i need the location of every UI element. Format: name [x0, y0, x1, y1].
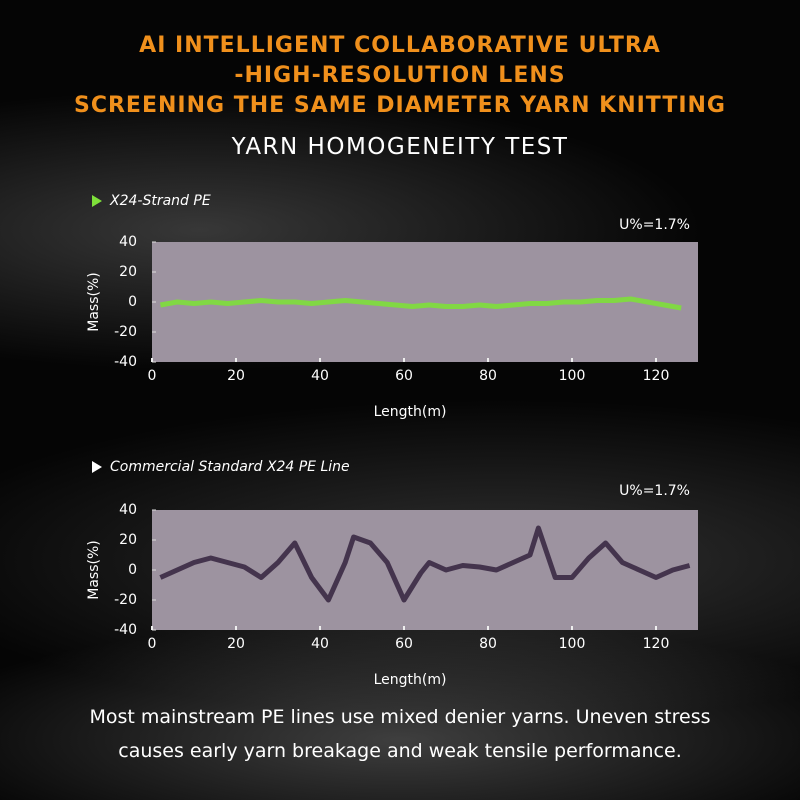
title-line: -HIGH-RESOLUTION LENS [234, 63, 566, 88]
bullet [92, 461, 102, 473]
y-tick-label: 20 [119, 532, 137, 548]
x-tick-label: 60 [395, 636, 413, 652]
y-axis-label: Mass(%) [86, 272, 102, 331]
x-tick-label: 20 [227, 636, 245, 652]
bullet [92, 195, 102, 207]
y-tick-label: -40 [114, 622, 137, 638]
footer-line: Most mainstream PE lines use mixed denie… [89, 706, 711, 728]
x-tick-label: 100 [559, 636, 586, 652]
data-line [159, 525, 691, 603]
y-tick-label: -40 [114, 354, 137, 370]
x-tick-label: 100 [559, 368, 586, 384]
subtitle: YARN HOMOGENEITY TEST [231, 134, 569, 160]
chart-title: Commercial Standard X24 PE Line [110, 459, 350, 475]
x-axis-label: Length(m) [374, 404, 447, 420]
chart-title: X24-Strand PE [109, 193, 211, 209]
y-tick-label: 40 [119, 234, 137, 250]
x-tick-label: 80 [479, 368, 497, 384]
title-line: SCREENING THE SAME DIAMETER YARN KNITTIN… [74, 93, 726, 118]
y-tick-label: 40 [119, 502, 137, 518]
title-line: AI INTELLIGENT COLLABORATIVE ULTRA [139, 33, 661, 58]
x-tick-label: 60 [395, 368, 413, 384]
y-tick-label: 0 [128, 562, 137, 578]
annotation: U%=1.7% [619, 483, 690, 499]
annotation: U%=1.7% [619, 217, 690, 233]
footer-line: causes early yarn breakage and weak tens… [118, 740, 682, 762]
x-tick-label: 40 [311, 368, 329, 384]
x-tick-label: 20 [227, 368, 245, 384]
x-axis-label: Length(m) [374, 672, 447, 688]
x-tick-label: 80 [479, 636, 497, 652]
x-tick-label: 0 [148, 636, 157, 652]
data-line [159, 296, 682, 311]
y-axis-label: Mass(%) [86, 540, 102, 599]
y-tick-label: -20 [114, 592, 137, 608]
y-tick-label: 20 [119, 264, 137, 280]
x-tick-label: 40 [311, 636, 329, 652]
x-tick-label: 0 [148, 368, 157, 384]
x-tick-label: 120 [643, 636, 670, 652]
x-tick-label: 120 [643, 368, 670, 384]
y-tick-label: -20 [114, 324, 137, 340]
y-tick-label: 0 [128, 294, 137, 310]
